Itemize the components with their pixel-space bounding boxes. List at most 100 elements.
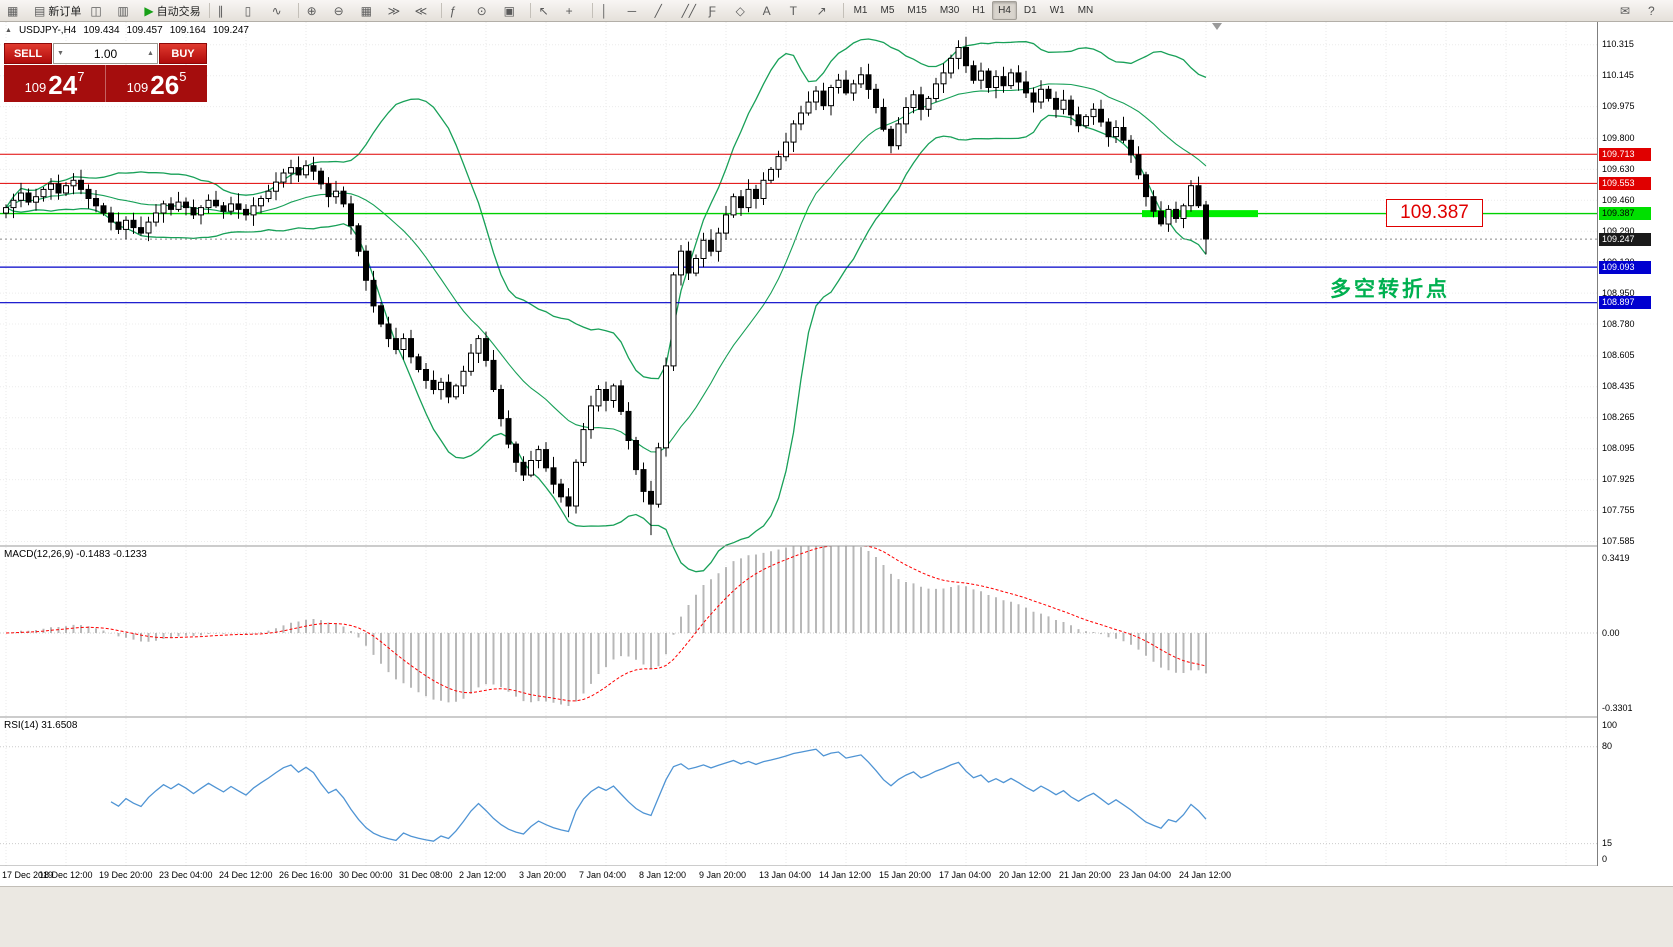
arrows-button[interactable]: ↗: [813, 1, 839, 21]
time-label: 9 Jan 20:00: [699, 870, 747, 880]
timeframe-m15-button[interactable]: M15: [907, 5, 927, 16]
timeframe-h1-button[interactable]: H1: [972, 5, 986, 16]
auto-scroll-button[interactable]: ≫: [384, 1, 410, 21]
chart-shift-button[interactable]: ≪: [411, 1, 437, 21]
time-label: 8 Jan 12:00: [639, 870, 687, 880]
zoom-out-button[interactable]: ⊖: [330, 1, 356, 21]
sell-price-sup: 7: [77, 69, 85, 84]
axis-label: 107.755: [1602, 505, 1635, 515]
crosshair-button[interactable]: +: [562, 1, 588, 21]
autotrading-button[interactable]: ▶ 自动交易: [140, 1, 204, 21]
axis-label: 108.435: [1602, 381, 1635, 392]
fibonacci-icon: Ƒ: [708, 3, 716, 18]
ohlc-high: 109.457: [126, 25, 163, 36]
horizontal-line-button[interactable]: ─: [624, 1, 650, 21]
time-label: 19 Dec 20:00: [99, 870, 153, 880]
price-tag: 109.247: [1599, 232, 1651, 246]
cursor-button[interactable]: ↖: [535, 1, 561, 21]
fibonacci-button[interactable]: Ƒ: [705, 1, 731, 21]
templates-button[interactable]: ▣: [500, 1, 526, 21]
macd-signal-line: [5, 545, 1207, 702]
toolbar-separator: [591, 3, 593, 18]
timeframe-h4-button[interactable]: H4: [992, 1, 1017, 20]
chart-shift-marker[interactable]: [1212, 23, 1222, 30]
buy-price[interactable]: 109 26 5: [106, 65, 207, 102]
trendline-icon: ╱: [654, 3, 662, 18]
timeframe-m5-button[interactable]: M5: [880, 5, 895, 16]
toolbar-separator: [440, 3, 442, 18]
timeframe-m1-button[interactable]: M1: [853, 5, 868, 16]
timeframe-m30-button[interactable]: M30: [939, 5, 960, 16]
market-watch-button[interactable]: ▥: [113, 1, 139, 21]
price-axis[interactable]: 110.315 110.145 109.975 109.800 109.630 109.4…: [1597, 22, 1673, 866]
time-axis[interactable]: 17 Dec 2019 18 Dec 12:00 19 Dec 20:00 23 De…: [0, 866, 1673, 886]
cursor-icon: ↖: [538, 3, 549, 18]
symbol-label: USDJPY-,H4: [18, 25, 77, 36]
quantity-down-icon[interactable]: ▼: [57, 50, 64, 57]
tile-windows-button[interactable]: ▦: [357, 1, 383, 21]
new-order-button[interactable]: ▤ 新订单: [30, 1, 85, 21]
indicators-button[interactable]: ƒ: [446, 1, 472, 21]
help-button[interactable]: ?: [1644, 1, 1670, 21]
channel-button[interactable]: ╱╱: [678, 1, 704, 21]
line-chart-button[interactable]: ∿: [268, 1, 294, 21]
quantity-stepper[interactable]: ▼ 1.00 ▲: [53, 43, 158, 64]
bar-chart-button[interactable]: ∥: [214, 1, 240, 21]
ohlc-close: 109.247: [212, 25, 249, 36]
rsi-line: [110, 748, 1207, 842]
axis-label: 110.315: [1602, 39, 1634, 50]
bollinger-bands: [5, 38, 1207, 573]
quantity-up-icon[interactable]: ▲: [147, 50, 154, 57]
timeframe-w1-button[interactable]: W1: [1049, 5, 1065, 16]
axis-label: -0.3301: [1602, 702, 1633, 713]
time-label: 30 Dec 00:00: [339, 870, 393, 880]
new-order-button-label: 新订单: [48, 5, 82, 18]
tile-windows-icon: ▦: [360, 3, 372, 18]
periods-button[interactable]: ⊙: [473, 1, 499, 21]
sell-price[interactable]: 109 24 7: [4, 65, 106, 102]
autotrading-button-label: 自动交易: [156, 5, 201, 18]
buy-price-sup: 5: [179, 69, 187, 84]
zoom-in-button[interactable]: ⊕: [303, 1, 329, 21]
macd-header: MACD(12,26,9) -0.1483 -0.1233: [4, 549, 147, 560]
axis-label: 108.095: [1602, 443, 1635, 454]
timeframe-d1-button[interactable]: D1: [1023, 5, 1037, 16]
sell-button[interactable]: SELL: [4, 43, 52, 64]
buy-price-base: 109: [126, 80, 149, 95]
shapes-icon: ◇: [735, 3, 745, 18]
time-label: 23 Jan 04:00: [1119, 870, 1172, 880]
time-label: 26 Dec 16:00: [279, 870, 333, 880]
axis-label: 108.605: [1602, 350, 1635, 361]
timeframe-mn-button[interactable]: MN: [1077, 5, 1094, 16]
price-tag: 109.713: [1599, 147, 1651, 161]
text-button[interactable]: A: [759, 1, 785, 21]
zoom-in-icon: ⊕: [306, 3, 317, 18]
ohlc-low: 109.164: [169, 25, 206, 36]
buy-button[interactable]: BUY: [159, 43, 207, 64]
mail-button[interactable]: ✉: [1616, 1, 1642, 21]
collapse-icon[interactable]: ▲: [5, 27, 12, 34]
time-label: 7 Jan 04:00: [579, 870, 627, 880]
time-label: 20 Jan 12:00: [999, 870, 1052, 880]
line-chart-icon: ∿: [271, 3, 282, 18]
price-tag: 108.897: [1599, 296, 1651, 310]
candlestick-chart-icon: ▯: [244, 3, 252, 18]
time-label: 17 Jan 04:00: [939, 870, 992, 880]
axis-label: 108.950: [1602, 287, 1635, 298]
axis-label: 109.460: [1602, 194, 1635, 205]
new-chart-button[interactable]: ▦: [3, 1, 29, 21]
templates-icon: ▣: [503, 3, 515, 18]
market-watch-icon: ▥: [117, 3, 129, 18]
turning-point-text: 多空转折点: [1330, 278, 1450, 301]
chart-profiles-button[interactable]: ◫: [86, 1, 112, 21]
price-tag: 109.093: [1599, 260, 1651, 274]
ohlc-open: 109.434: [83, 25, 120, 36]
candlestick-chart-button[interactable]: ▯: [241, 1, 267, 21]
vertical-line-icon: │: [600, 3, 609, 18]
shapes-button[interactable]: ◇: [732, 1, 758, 21]
vertical-line-button[interactable]: │: [597, 1, 623, 21]
trendline-button[interactable]: ╱: [651, 1, 677, 21]
label-button[interactable]: T: [786, 1, 812, 21]
chart-ohlc-header: ▲ USDJPY-,H4 109.434 109.457 109.164 109…: [5, 25, 249, 36]
